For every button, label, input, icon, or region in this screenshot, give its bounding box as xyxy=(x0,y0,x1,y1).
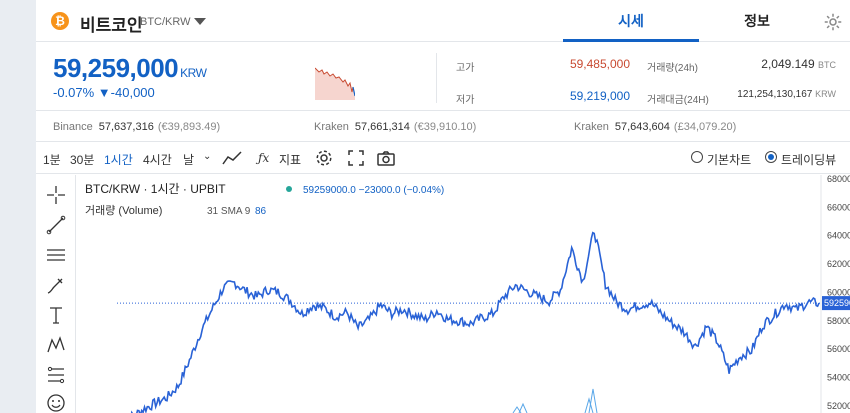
price-change: -0.07% ▼-40,000 xyxy=(53,85,155,100)
exchange-kraken-gbp: Kraken 57,643,604 (£34,079.20) xyxy=(574,121,736,133)
exchange-kraken-eur: Kraken 57,661,314 (€39,910.10) xyxy=(314,121,476,133)
coin-name: 비트코인 xyxy=(80,16,143,35)
volume-legend: 거래량 (Volume) xyxy=(85,204,162,217)
chart-values: 59259000.0 −23000.0 (−0.04%) xyxy=(303,185,444,196)
gear-icon[interactable] xyxy=(824,13,842,31)
horizontal-lines-icon[interactable] xyxy=(46,245,66,265)
exchange-price: 57,637,316 xyxy=(98,121,154,133)
price-value: 59,259,000 xyxy=(53,53,179,83)
exchange-price: 57,643,604 xyxy=(614,121,670,133)
sma-value: 86 xyxy=(255,206,267,217)
last-price-label-box xyxy=(822,296,850,311)
brush-icon[interactable] xyxy=(46,275,66,295)
exchange-name: Kraken xyxy=(574,121,609,133)
volume-mark xyxy=(588,388,598,413)
interval-1m[interactable]: 1분 xyxy=(43,153,61,167)
current-price: 59,259,000 KRW xyxy=(53,53,207,84)
sma-legend: 31 SMA 9 xyxy=(207,206,251,217)
chart-toolbar: 1분 30분 1시간 4시간 날 ⌄ ƒx 지표 기본차트 트레이딩뷰 xyxy=(36,143,850,174)
exchange-prices: Binance 57,637,316 (€39,893.49) Kraken 57,6… xyxy=(36,112,850,142)
stats-divider xyxy=(436,53,437,103)
interval-day[interactable]: 날 xyxy=(183,153,195,167)
amount-label: 거래대금(24H) xyxy=(647,95,709,106)
coin-pair: BTC/KRW xyxy=(140,16,191,28)
amount-value: 121,254,130,167 KRW xyxy=(712,89,836,100)
volume-mark xyxy=(584,397,594,413)
chevron-down-icon[interactable]: ⌄ xyxy=(203,151,212,162)
interval-30m[interactable]: 30분 xyxy=(70,153,95,167)
pattern-icon[interactable] xyxy=(46,335,66,355)
price-summary: 59,259,000 KRW -0.07% ▼-40,000 고가 59,485,… xyxy=(36,43,850,111)
mini-price-chart xyxy=(315,67,355,100)
price-axis-tick: 52000000.0 xyxy=(827,401,850,411)
exchange-conversion: (€39,893.49) xyxy=(157,121,221,133)
exchange-conversion: (€39,910.10) xyxy=(413,121,477,133)
tab-sise[interactable]: 시세 xyxy=(563,0,699,42)
text-icon[interactable] xyxy=(46,305,66,325)
price-axis-tick: 54000000.0 xyxy=(827,373,850,383)
indicator-button[interactable]: 지표 xyxy=(279,153,302,167)
chart-title: BTC/KRW · 1시간 · UPBIT xyxy=(85,182,226,196)
settings-icon[interactable] xyxy=(315,149,333,167)
low-label: 저가 xyxy=(456,95,475,106)
fx-icon[interactable]: ƒx xyxy=(258,151,270,165)
trend-line-icon[interactable] xyxy=(46,215,66,235)
volume-value: 2,049.149 BTC xyxy=(712,57,836,71)
emoji-icon[interactable] xyxy=(46,393,66,413)
status-dot-icon xyxy=(286,186,292,192)
basic-chart-label[interactable]: 기본차트 xyxy=(707,153,752,167)
exchange-name: Kraken xyxy=(314,121,349,133)
price-axis-tick: 58000000.0 xyxy=(827,316,850,326)
price-chart[interactable]: BTC/KRW · 1시간 · UPBIT 59259000.0 −23000.… xyxy=(77,175,850,413)
exchange-conversion: (£34,079.20) xyxy=(673,121,737,133)
price-axis-tick: 66000000.0 xyxy=(827,202,850,212)
high-value: 59,485,000 xyxy=(569,57,630,71)
price-unit: KRW xyxy=(180,66,207,80)
fib-icon[interactable] xyxy=(46,365,66,385)
crosshair-icon[interactable] xyxy=(46,185,66,205)
amount-unit: KRW xyxy=(815,89,836,99)
price-axis-tick: 68000000.0 xyxy=(827,175,850,184)
exchange-binance: Binance 57,637,316 (€39,893.49) xyxy=(53,121,220,133)
exchange-name: Binance xyxy=(53,121,93,133)
drawing-toolbar xyxy=(36,175,76,413)
basic-chart-radio[interactable] xyxy=(691,151,703,163)
low-value: 59,219,000 xyxy=(569,89,630,103)
price-axis-tick: 64000000.0 xyxy=(827,231,850,241)
high-label: 고가 xyxy=(456,63,475,74)
exchange-price: 57,661,314 xyxy=(354,121,410,133)
page-gutter xyxy=(0,0,36,413)
volume-mark xyxy=(518,402,528,413)
chevron-down-icon[interactable] xyxy=(194,18,206,25)
fullscreen-icon[interactable] xyxy=(348,150,364,166)
price-axis-tick: 56000000.0 xyxy=(827,344,850,354)
amount-number: 121,254,130,167 xyxy=(737,89,813,100)
interval-1h[interactable]: 1시간 xyxy=(104,153,133,167)
price-axis-tick: 60000000.0 xyxy=(827,287,850,297)
volume-unit: BTC xyxy=(818,60,836,70)
last-price-label: 59259000.0 xyxy=(824,298,850,308)
price-series-line xyxy=(130,231,820,413)
interval-4h[interactable]: 4시간 xyxy=(143,153,172,167)
trading-view-radio[interactable] xyxy=(765,151,777,163)
camera-icon[interactable] xyxy=(377,150,395,166)
tab-info[interactable]: 정보 xyxy=(744,13,770,29)
volume-label: 거래량(24h) xyxy=(647,63,698,74)
trading-view-label[interactable]: 트레이딩뷰 xyxy=(781,153,837,167)
chart-type-icon[interactable] xyxy=(222,150,242,166)
coin-header: ₿ 비트코인 BTC/KRW 시세 정보 xyxy=(36,0,850,42)
bitcoin-icon: ₿ xyxy=(51,12,69,30)
exchange-panel: ₿ 비트코인 BTC/KRW 시세 정보 59,259,000 KRW -0.07… xyxy=(36,0,850,413)
price-axis-tick: 62000000.0 xyxy=(827,259,850,269)
volume-number: 2,049.149 xyxy=(761,57,815,71)
